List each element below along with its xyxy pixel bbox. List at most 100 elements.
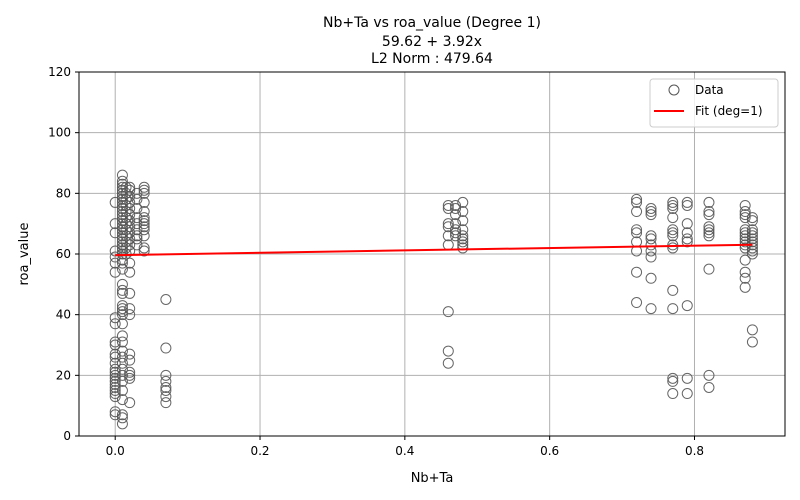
data-point [138,218,150,230]
data-point [667,230,679,242]
data-point [645,251,657,263]
data-point [138,184,150,196]
data-point [746,236,758,248]
data-point [138,242,150,254]
y-tick-label: 0 [63,429,71,443]
data-point [160,342,172,354]
data-point [116,224,128,236]
y-tick-label: 40 [56,308,71,322]
data-point [116,263,128,275]
data-point [131,193,143,205]
data-point [124,239,136,251]
data-point [109,385,121,396]
data-point [116,385,128,396]
y-axis-label: roa_value [17,223,32,286]
data-point [116,409,128,421]
data-point [116,309,128,321]
data-point [739,242,751,254]
data-point [739,281,751,293]
data-point [450,224,462,236]
data-point [746,245,758,257]
data-point [667,196,679,208]
data-point [703,224,715,236]
data-point [457,206,469,218]
fit-line [115,243,753,257]
data-point [457,236,469,248]
data-point [631,196,643,208]
x-axis-label: Nb+Ta [411,471,454,486]
y-tick-label: 120 [48,65,71,79]
data-point [703,369,715,381]
data-point [124,257,136,269]
data-point [681,372,693,384]
data-point [681,300,693,312]
data-point [631,266,643,278]
data-point [160,391,172,403]
data-point [450,203,462,214]
data-point [124,266,136,278]
data-point [116,236,128,248]
data-point [442,345,454,357]
data-point [703,230,715,242]
data-point [746,242,758,254]
data-point [703,221,715,233]
data-point [645,206,657,218]
data-point [160,381,172,393]
data-point [124,184,136,196]
legend-marker-data [668,84,680,96]
data-point [116,181,128,193]
data-point [131,218,143,230]
data-point [124,203,136,214]
data-point [116,357,128,369]
data-point [116,318,128,330]
y-axis-ticks: 0 20 40 60 80 100 120 [48,65,79,443]
data-point [442,218,454,230]
data-point [109,245,121,257]
data-point [631,297,643,309]
data-point [739,266,751,278]
legend: Data Fit (deg=1) [649,78,779,128]
data-point [109,351,121,363]
data-point [457,196,469,208]
data-point [667,224,679,236]
data-point [631,193,643,205]
data-point [631,206,643,218]
data-point [631,227,643,239]
data-point [116,300,128,312]
data-point [667,212,679,224]
data-point [645,203,657,214]
data-point [116,369,128,381]
data-point [667,284,679,296]
data-point [667,227,679,239]
data-point [138,221,150,233]
data-point [109,318,121,330]
data-point [124,190,136,202]
data-point [116,242,128,254]
data-point [131,224,143,236]
data-point [645,239,657,251]
data-point [109,312,121,324]
data-point [739,206,751,218]
data-point [457,230,469,242]
data-point [124,369,136,381]
data-point [457,215,469,227]
data-point [667,239,679,251]
data-point [739,209,751,221]
data-point [681,199,693,211]
data-point [739,272,751,284]
data-point [138,215,150,227]
data-point [109,357,121,369]
x-tick-label: 0.8 [685,444,704,458]
data-point [457,242,469,254]
data-point [116,206,128,218]
data-point [124,303,136,315]
data-point [746,227,758,239]
data-point [116,363,128,375]
data-point [131,187,143,199]
data-point [131,239,143,251]
data-point [138,230,150,242]
data-point [116,330,128,342]
data-point [681,236,693,248]
data-point [131,212,143,224]
